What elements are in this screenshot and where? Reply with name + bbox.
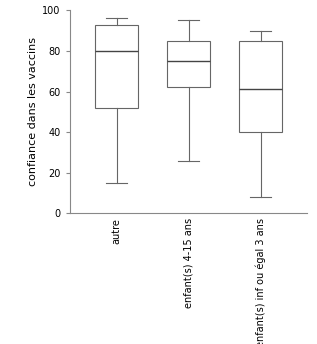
PathPatch shape bbox=[239, 41, 282, 132]
PathPatch shape bbox=[95, 24, 138, 108]
PathPatch shape bbox=[167, 41, 210, 87]
Y-axis label: confiance dans les vaccins: confiance dans les vaccins bbox=[28, 37, 38, 186]
